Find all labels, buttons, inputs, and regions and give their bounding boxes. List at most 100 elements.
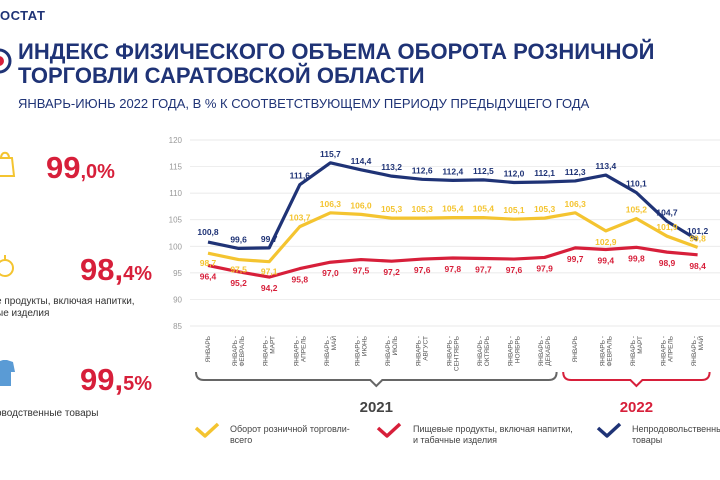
legend-label-food-2: и табачные изделия [413,435,498,445]
data-label: 97,9 [536,263,553,273]
data-label: 106,0 [350,200,372,210]
title-line-2: ТОРГОВЛИ САРАТОВСКОЙ ОБЛАСТИ [18,63,425,88]
series-line-food [207,245,698,279]
x-tick-label: МАРТ [270,336,277,354]
y-tick-label: 95 [173,269,182,278]
x-tick-label: ЯНВАРЬ - [385,336,392,366]
title-line-1: ИНДЕКС ФИЗИЧЕСКОГО ОБЪЕМА ОБОРОТА РОЗНИЧ… [18,39,655,64]
kpi-total-dec: ,0% [80,161,115,183]
x-tick-label: ЯНВАРЬ - [324,336,331,366]
legend-label-total-1: Оборот розничной торговли- [230,424,350,434]
data-label: 113,4 [595,161,616,171]
data-label: 105,3 [381,204,403,214]
data-label: 101,9 [656,222,678,232]
kpi-nonfood-int: 99, [80,362,124,397]
group-brace [562,371,711,388]
legend-marker-total [194,422,220,438]
data-label: 105,3 [534,204,556,214]
x-tick-label: ЯНВАРЬ - [263,336,270,366]
grocery-icon [0,255,14,277]
brand-name: ОСТАТ [0,8,46,23]
x-tick-label: ЯНВАРЬ - [661,336,668,366]
kpi-nonfood-dec: 5% [123,373,153,395]
data-label: 114,4 [351,156,372,166]
kpi-food-value: 98,4% [80,252,152,288]
x-tick-label: ЯНВАРЬ [572,336,579,362]
legend-label-nonfood-1: Непродовольственные [632,424,720,434]
data-label: 111,6 [290,171,311,181]
legend-marker-food [376,422,402,438]
legend-label-total: Оборот розничной торговли- всего [230,424,350,446]
data-label: 98,4 [689,261,706,271]
data-label: 99,4 [598,255,615,265]
data-label: 105,4 [473,204,495,214]
y-tick-label: 120 [169,136,183,145]
data-label: 94,2 [261,283,278,293]
page-subtitle: ЯНВАРЬ-ИЮНЬ 2022 ГОДА, В % К СООТВЕТСТВУ… [18,96,590,111]
data-label: 112,1 [534,168,555,178]
x-tick-label: МАЙ [696,336,705,351]
page-title: ИНДЕКС ФИЗИЧЕСКОГО ОБЪЕМА ОБОРОТА РОЗНИЧ… [18,40,718,88]
series-line-total [207,211,699,264]
x-tick-label: АПРЕЛЬ [300,336,307,362]
data-label: 112,5 [473,166,494,176]
kpi-food-label-2: ые изделия [0,308,50,319]
data-label: 112,3 [565,167,586,177]
group-label: 2022 [620,399,653,416]
data-label: 99,7 [261,234,278,244]
logo-icon [0,48,12,74]
y-tick-label: 90 [173,295,182,304]
data-label: 105,4 [442,204,464,214]
legend-marker-nonfood [596,422,622,438]
data-label: 95,8 [292,275,309,285]
x-tick-label: ЯНВАРЬ - [538,336,545,366]
data-label: 105,1 [503,205,525,215]
data-label: 97,6 [506,265,523,275]
kpi-food-label: е продукты, включая напитки, ые изделия [0,296,135,320]
data-label: 99,8 [689,233,706,243]
x-tick-label: АВГУСТ [423,336,430,361]
x-tick-label: ФЕВРАЛЬ [239,336,246,367]
data-label: 97,1 [261,267,278,277]
data-label: 97,5 [230,265,247,275]
x-tick-label: ЯНВАРЬ - [477,336,484,366]
y-tick-label: 85 [173,322,182,331]
kpi-food-int: 98, [80,252,124,287]
data-label: 105,3 [412,204,434,214]
kpi-total-value: 99,0% [46,150,115,186]
y-tick-label: 100 [169,242,183,251]
kpi-nonfood-value: 99,5% [80,362,152,398]
shopping-bag-icon [0,151,16,177]
x-tick-label: ЯНВАРЬ - [691,336,698,366]
x-tick-label: ИЮЛЬ [392,336,399,355]
data-label: 113,2 [381,162,402,172]
x-tick-label: ОКТЯБРЬ [484,336,491,366]
legend-label-total-2: всего [230,435,253,445]
x-tick-label: НОЯБРЬ [515,336,522,363]
x-tick-label: ФЕВРАЛЬ [606,336,613,367]
data-label: 112,6 [412,165,433,175]
x-tick-label: ЯНВАРЬ - [355,336,362,366]
x-tick-label: ЯНВАРЬ - [232,336,239,366]
legend-label-nonfood: Непродовольственные товары [632,424,720,446]
x-tick-label: ДЕКАБРЬ [545,336,552,366]
x-tick-label: ЯНВАРЬ - [446,336,453,366]
x-tick-label: ИЮНЬ [362,336,369,356]
x-tick-label: СЕНТЯБРЬ [453,336,460,371]
data-label: 100,8 [197,227,219,237]
data-label: 110,1 [626,179,647,189]
data-label: 96,4 [200,271,217,281]
data-label: 98,9 [659,258,676,268]
x-tick-label: ЯНВАРЬ - [508,336,515,366]
data-label: 106,3 [320,199,342,209]
data-label: 97,7 [475,265,492,275]
data-label: 97,0 [322,268,339,278]
kpi-nonfood-label: оводственные товары [0,408,98,420]
y-tick-label: 110 [169,189,182,198]
kpi-food-dec: 4% [123,263,153,285]
y-tick-label: 115 [169,163,182,172]
data-label: 97,2 [383,267,400,277]
x-tick-label: МАРТ [637,336,644,354]
data-label: 101,2 [687,226,709,236]
